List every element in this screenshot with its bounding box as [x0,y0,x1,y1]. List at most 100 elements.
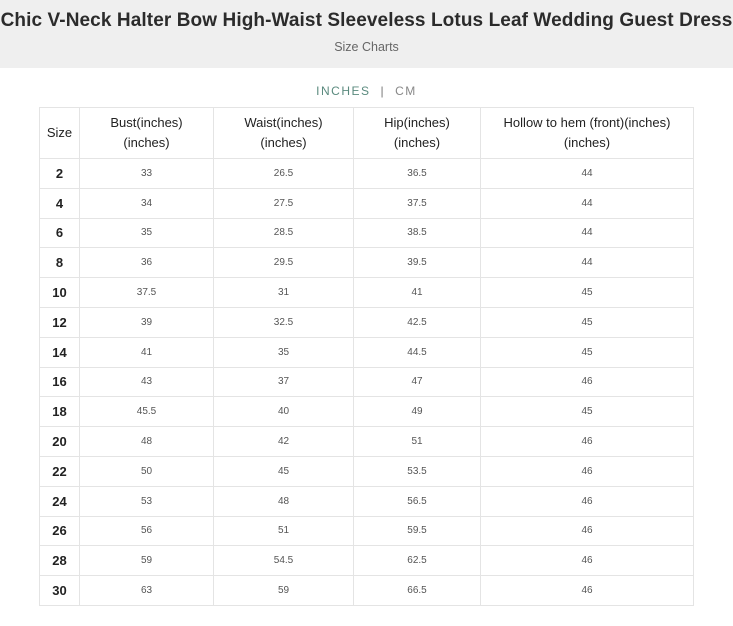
measurement-cell: 47 [353,366,481,398]
column-header-size: Size [39,107,80,159]
table-row: 24 53 48 56.5 46 [39,485,694,517]
column-header-unit: (inches) [563,135,611,150]
measurement-cell: 56 [79,515,214,547]
size-cell: 30 [39,575,80,606]
measurement-cell: 28.5 [213,217,354,249]
measurement-cell: 56.5 [353,485,481,517]
measurement-cell: 45 [480,396,694,428]
measurement-cell: 44 [480,187,694,219]
size-cell: 6 [39,217,80,249]
measurement-cell: 37.5 [79,277,214,308]
page-subtitle: Size Charts [334,40,399,54]
measurement-cell: 45 [213,455,354,487]
measurement-cell: 46 [480,515,694,547]
column-header-hip: Hip(inches) (inches) [353,107,481,159]
table-row: 16 43 37 47 46 [39,366,694,398]
column-header-hollow-to-hem: Hollow to hem (front)(inches) (inches) [480,107,694,159]
unit-inches-toggle[interactable]: INCHES [316,84,371,98]
size-cell: 28 [39,545,80,577]
table-row: 20 48 42 51 46 [39,426,694,457]
unit-switcher: INCHES | CM [0,84,733,98]
measurement-cell: 45 [480,306,694,338]
size-cell: 24 [39,485,80,517]
column-header-bust: Bust(inches) (inches) [79,107,214,159]
size-chart-table: Size Bust(inches) (inches) Waist(inches) (in… [39,107,694,606]
measurement-cell: 39.5 [353,247,481,279]
column-header-label: Hollow to hem (front)(inches) [503,115,671,130]
measurement-cell: 49 [353,396,481,428]
measurement-cell: 59 [213,575,354,606]
measurement-cell: 38.5 [353,217,481,249]
measurement-cell: 37 [213,366,354,398]
table-row: 2 33 26.5 36.5 44 [39,158,694,189]
measurement-cell: 35 [213,336,354,368]
measurement-cell: 45 [480,336,694,368]
table-row: 22 50 45 53.5 46 [39,455,694,487]
measurement-cell: 35 [79,217,214,249]
size-cell: 16 [39,366,80,398]
measurement-cell: 34 [79,187,214,219]
size-cell: 26 [39,515,80,547]
measurement-cell: 42 [213,426,354,457]
measurement-cell: 33 [79,158,214,189]
table-row: 26 56 51 59.5 46 [39,515,694,547]
measurement-cell: 44 [480,247,694,279]
measurement-cell: 62.5 [353,545,481,577]
measurement-cell: 53 [79,485,214,517]
size-cell: 2 [39,158,80,189]
measurement-cell: 45 [480,277,694,308]
measurement-cell: 48 [213,485,354,517]
column-header-label: Size [46,125,73,140]
measurement-cell: 43 [79,366,214,398]
table-row: 14 41 35 44.5 45 [39,336,694,368]
measurement-cell: 44 [480,217,694,249]
measurement-cell: 36 [79,247,214,279]
measurement-cell: 53.5 [353,455,481,487]
table-row: 30 63 59 66.5 46 [39,575,694,606]
unit-cm-toggle[interactable]: CM [395,84,417,98]
measurement-cell: 46 [480,485,694,517]
measurement-cell: 63 [79,575,214,606]
measurement-cell: 31 [213,277,354,308]
measurement-cell: 44 [480,158,694,189]
table-body: 2 33 26.5 36.5 44 4 34 27.5 37.5 44 6 35 28.5 38.5 44 8… [39,158,694,606]
column-header-waist: Waist(inches) (inches) [213,107,354,159]
size-cell: 18 [39,396,80,428]
table-row: 6 35 28.5 38.5 44 [39,217,694,249]
measurement-cell: 46 [480,366,694,398]
table-header-row: Size Bust(inches) (inches) Waist(inches) (in… [39,107,694,159]
table-row: 28 59 54.5 62.5 46 [39,545,694,577]
table-row: 8 36 29.5 39.5 44 [39,247,694,279]
table-row: 18 45.5 40 49 45 [39,396,694,428]
measurement-cell: 51 [353,426,481,457]
size-cell: 10 [39,277,80,308]
measurement-cell: 48 [79,426,214,457]
page-title: Chic V-Neck Halter Bow High-Waist Sleeve… [0,10,733,31]
measurement-cell: 29.5 [213,247,354,279]
measurement-cell: 59.5 [353,515,481,547]
size-cell: 4 [39,187,80,219]
size-cell: 20 [39,426,80,457]
measurement-cell: 44.5 [353,336,481,368]
measurement-cell: 41 [79,336,214,368]
unit-separator: | [380,84,386,98]
measurement-cell: 46 [480,545,694,577]
column-header-label: Bust(inches) [110,115,183,130]
measurement-cell: 66.5 [353,575,481,606]
measurement-cell: 46 [480,575,694,606]
size-cell: 8 [39,247,80,279]
measurement-cell: 37.5 [353,187,481,219]
measurement-cell: 45.5 [79,396,214,428]
table-row: 10 37.5 31 41 45 [39,277,694,308]
measurement-cell: 36.5 [353,158,481,189]
column-header-unit: (inches) [260,135,307,150]
column-header-label: Hip(inches) [384,115,450,130]
measurement-cell: 46 [480,426,694,457]
measurement-cell: 51 [213,515,354,547]
size-cell: 22 [39,455,80,487]
column-header-unit: (inches) [123,135,170,150]
size-cell: 14 [39,336,80,368]
measurement-cell: 26.5 [213,158,354,189]
measurement-cell: 46 [480,455,694,487]
page-header: Chic V-Neck Halter Bow High-Waist Sleeve… [0,0,733,68]
